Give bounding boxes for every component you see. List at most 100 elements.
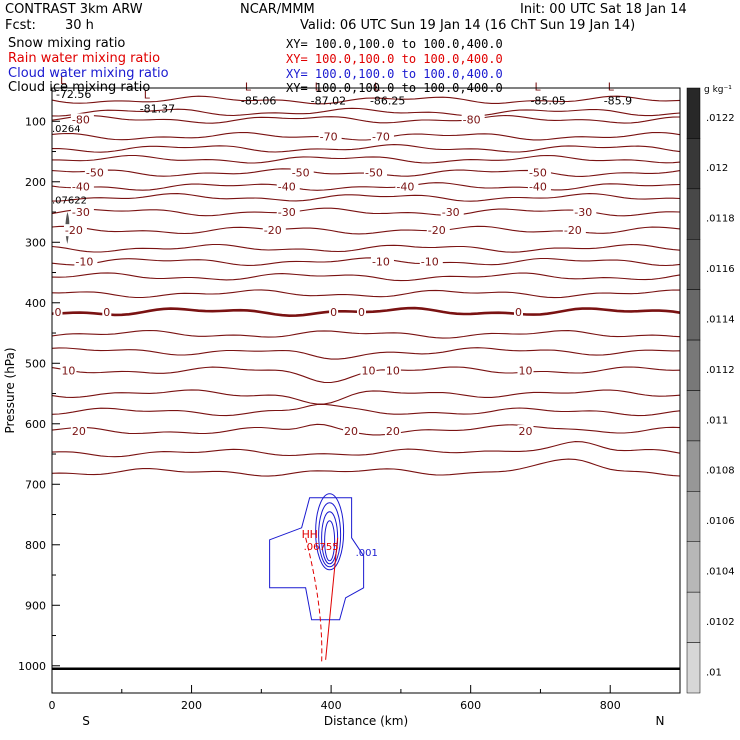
colorbar-tick-label: .0108 bbox=[706, 466, 735, 477]
isotherm-label-bg bbox=[573, 206, 597, 219]
north-label: N bbox=[656, 714, 665, 728]
isotherm-label-bg bbox=[384, 364, 401, 377]
isotherm-label: 0 bbox=[103, 306, 110, 319]
isotherm-line bbox=[51, 347, 681, 360]
field-xy-snow: XY= 100.0,100.0 to 100.0,400.0 bbox=[286, 37, 503, 51]
minimum-marker: L bbox=[608, 80, 615, 93]
rain-water-contour bbox=[325, 537, 339, 660]
isotherm-label: -50 bbox=[292, 167, 310, 180]
colorbar-segment bbox=[686, 87, 701, 139]
isotherm-label-bg bbox=[370, 255, 394, 268]
isotherm-label: 10 bbox=[386, 365, 400, 378]
colorbar-tick-label: .0106 bbox=[706, 516, 735, 527]
isotherm-label: -40 bbox=[278, 181, 296, 194]
field-name-snow: Snow mixing ratio bbox=[8, 36, 126, 51]
isotherm-label: -70 bbox=[372, 130, 390, 143]
colorbar-tick-label: .012 bbox=[706, 163, 728, 174]
minimum-value: -72.56 bbox=[56, 88, 91, 101]
isotherm-label: -10 bbox=[421, 256, 439, 269]
isotherm-label-bg bbox=[527, 180, 551, 193]
colorbar-segment bbox=[686, 339, 701, 391]
rain-water-contour bbox=[305, 537, 323, 663]
valid-time: Valid: 06 UTC Sun 19 Jan 14 (16 ChT Sun … bbox=[300, 18, 636, 33]
isotherm-label-bg bbox=[395, 180, 419, 193]
isotherm-label-bg bbox=[514, 305, 523, 318]
isotherm-label: -50 bbox=[365, 167, 383, 180]
isotherm-label-bg bbox=[102, 305, 112, 318]
init-time: Init: 00 UTC Sat 18 Jan 14 bbox=[520, 2, 687, 17]
y-tick-label: 500 bbox=[25, 357, 46, 370]
isotherm-label-bg bbox=[517, 364, 534, 377]
minimum-marker: L bbox=[534, 80, 541, 93]
isotherm-label-bg bbox=[276, 206, 300, 219]
isotherm-label-bg bbox=[262, 224, 286, 237]
y-tick-label: 300 bbox=[25, 236, 46, 249]
isotherm-label-bg bbox=[276, 180, 300, 193]
isotherm-label: 20 bbox=[72, 425, 86, 438]
high-marker: H bbox=[302, 528, 310, 541]
cloud-water-label: .001 bbox=[356, 548, 378, 559]
minimum-marker: L bbox=[144, 88, 151, 101]
isotherm-label-bg bbox=[527, 166, 551, 179]
colorbar-segment bbox=[686, 440, 701, 492]
isotherm-line bbox=[51, 329, 681, 339]
colorbar-segment bbox=[686, 138, 701, 190]
minimum-marker: L bbox=[60, 74, 67, 87]
field-xy-cloud-ice: XY= 100.0,100.0 to 100.0,400.0 bbox=[286, 81, 503, 95]
isotherm-label: 0 bbox=[358, 306, 365, 319]
minimum-value: -85.05 bbox=[530, 94, 565, 107]
isotherm-line bbox=[51, 423, 681, 436]
isotherm-label: -10 bbox=[372, 256, 390, 269]
minimum-value: -85.06 bbox=[241, 94, 276, 107]
fcst-label: Fcst: bbox=[5, 18, 36, 33]
colorbar-units: g kg⁻¹ bbox=[704, 85, 732, 95]
isotherm-label-bg bbox=[70, 425, 87, 438]
isotherm-label: -20 bbox=[564, 224, 582, 237]
isotherm-label-bg bbox=[517, 425, 534, 438]
isotherm-label: -40 bbox=[396, 181, 414, 194]
isotherm-line bbox=[51, 257, 681, 267]
y-tick-label: 400 bbox=[25, 297, 46, 310]
colorbar-tick-label: .0116 bbox=[706, 264, 735, 275]
field-xy-cloud-water: XY= 100.0,100.0 to 100.0,400.0 bbox=[286, 67, 503, 81]
colorbar-segment bbox=[686, 541, 701, 593]
isotherm-line bbox=[52, 154, 681, 164]
isotherm-label-bg bbox=[70, 113, 94, 126]
isotherm-label: -40 bbox=[72, 181, 90, 194]
isotherm-label-bg bbox=[461, 113, 485, 126]
fcst-value: 30 h bbox=[65, 18, 94, 33]
isotherm-line bbox=[51, 243, 681, 253]
isotherm-label: 10 bbox=[518, 365, 532, 378]
y-tick-label: 200 bbox=[25, 176, 46, 189]
cloud-water-contour bbox=[324, 520, 336, 562]
isotherm-label: -40 bbox=[529, 181, 547, 194]
colorbar-segment bbox=[686, 239, 701, 290]
isotherm-line bbox=[52, 144, 681, 153]
isotherm-label: -30 bbox=[72, 206, 90, 219]
isotherm-label: -30 bbox=[278, 206, 296, 219]
colorbar-tick-label: .0122 bbox=[706, 113, 735, 124]
colorbar-segment bbox=[686, 591, 701, 643]
x-tick-label: 600 bbox=[460, 699, 481, 712]
isotherm-line bbox=[51, 289, 681, 299]
isotherm-label: 10 bbox=[61, 365, 75, 378]
isotherm-label: -10 bbox=[75, 256, 93, 269]
colorbar-tick-label: .0112 bbox=[706, 365, 735, 376]
isotherm-label: -20 bbox=[264, 224, 282, 237]
isotherm-label: -50 bbox=[86, 167, 104, 180]
isotherm-label: 0 bbox=[54, 306, 61, 319]
isotherm-label: -80 bbox=[72, 113, 90, 126]
isotherm-label-bg bbox=[70, 206, 94, 219]
isotherm-label: 0 bbox=[515, 306, 522, 319]
isotherm-line bbox=[51, 107, 681, 117]
isotherm-label-bg bbox=[419, 255, 443, 268]
colorbar-segment bbox=[686, 390, 701, 442]
isotherm-label: -50 bbox=[529, 167, 547, 180]
isotherm-label: -70 bbox=[320, 130, 338, 143]
minimum-marker: L bbox=[315, 80, 322, 93]
isotherm-label: 20 bbox=[518, 425, 532, 438]
isotherm-label-bg bbox=[357, 305, 366, 318]
isotherm-line bbox=[51, 272, 681, 282]
isotherm-label-bg bbox=[60, 364, 77, 377]
